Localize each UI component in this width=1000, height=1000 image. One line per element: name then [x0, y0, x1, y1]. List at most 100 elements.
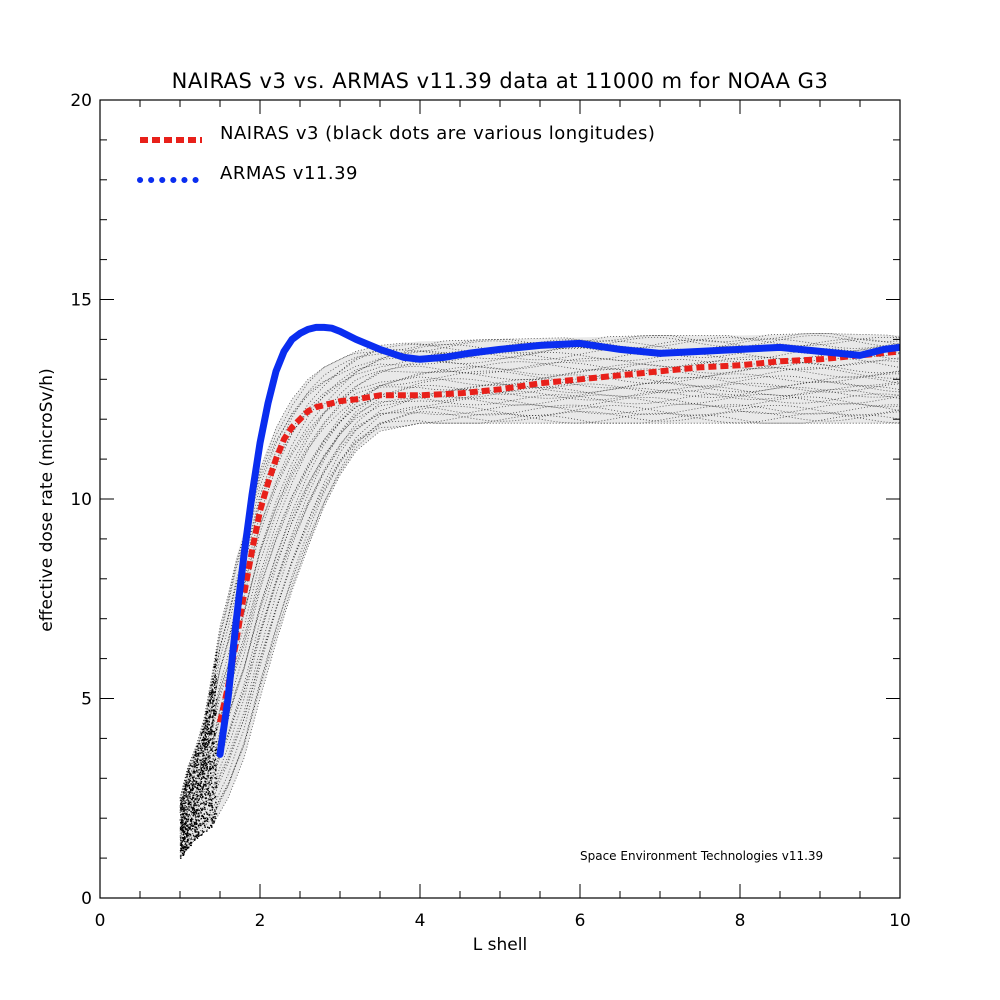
longitude-dot: [214, 676, 216, 679]
longitude-dot: [208, 760, 211, 762]
longitude-dot: [198, 742, 200, 745]
longitude-dot: [207, 770, 210, 772]
longitude-dot: [191, 828, 194, 830]
longitude-dot: [187, 803, 189, 805]
longitude-dot: [184, 785, 186, 788]
longitude-dot: [207, 723, 209, 726]
longitude-dot: [181, 844, 183, 846]
longitude-dot: [213, 742, 215, 744]
longitude-dot: [198, 772, 201, 775]
longitude-dot: [200, 807, 202, 810]
longitude-dot: [205, 794, 207, 796]
longitude-dot: [192, 756, 195, 758]
y-tick-label: 10: [70, 490, 92, 510]
longitude-dot: [203, 738, 206, 740]
longitude-dot: [186, 831, 188, 834]
longitude-dot: [200, 749, 203, 751]
longitude-dot: [193, 825, 195, 827]
longitude-dot: [197, 774, 199, 776]
longitude-dot: [200, 759, 202, 762]
longitude-dot: [180, 803, 182, 806]
longitude-dot: [190, 823, 193, 825]
longitude-dot: [190, 810, 192, 813]
longitude-dot: [182, 809, 184, 811]
longitude-dot: [183, 845, 185, 848]
longitude-dot-track: [179, 336, 900, 807]
longitude-dot: [204, 722, 207, 724]
longitude-dot: [201, 789, 204, 791]
longitude-dot: [204, 762, 207, 764]
longitude-dot: [191, 784, 193, 787]
longitude-dot: [195, 764, 198, 767]
longitude-dot: [205, 800, 207, 803]
longitude-dot: [194, 831, 197, 833]
longitude-dot-track: [179, 382, 900, 839]
longitude-dot: [197, 795, 199, 797]
longitude-dot: [188, 833, 191, 835]
longitude-dot: [214, 665, 216, 668]
legend: NAIRAS v3 (black dots are various longit…: [137, 123, 655, 184]
longitude-dot: [187, 818, 190, 821]
longitude-dot: [207, 789, 209, 792]
longitude-dot: [211, 806, 214, 809]
longitude-dot: [215, 686, 217, 688]
longitude-dot: [180, 823, 182, 825]
longitude-dot: [184, 843, 187, 845]
longitude-dot: [185, 847, 187, 849]
longitude-dot: [206, 763, 208, 765]
longitude-dot: [197, 747, 200, 749]
longitude-dot: [215, 659, 218, 662]
longitude-dot: [190, 806, 193, 808]
longitude-dot: [180, 799, 182, 801]
longitude-dot: [215, 702, 217, 705]
longitude-dot: [194, 785, 196, 788]
longitude-dot: [202, 752, 204, 755]
longitude-dot: [182, 812, 184, 815]
longitude-dot: [205, 741, 207, 744]
longitude-dot: [189, 803, 192, 806]
longitude-dot: [207, 793, 209, 796]
longitude-dot: [197, 835, 199, 837]
longitude-dot: [214, 663, 216, 666]
longitude-dot: [186, 844, 188, 846]
longitude-dot: [194, 763, 197, 765]
longitude-dot: [202, 766, 205, 768]
longitude-dot: [202, 764, 204, 766]
longitude-dot: [188, 779, 190, 781]
longitude-dot: [205, 720, 207, 722]
longitude-dot: [215, 801, 217, 804]
longitude-dot: [204, 731, 206, 733]
longitude-dot: [208, 727, 210, 730]
longitude-dot: [188, 814, 190, 816]
longitude-dot: [185, 818, 188, 820]
longitude-dot: [202, 758, 204, 760]
longitude-dot: [204, 761, 206, 763]
longitude-dot: [185, 790, 187, 792]
longitude-dot: [185, 796, 187, 798]
longitude-dot: [193, 808, 195, 810]
longitude-dot: [214, 810, 216, 812]
longitude-dot: [215, 658, 217, 661]
longitude-dot: [213, 822, 215, 824]
longitude-dot: [201, 809, 203, 812]
longitude-dot: [213, 762, 215, 764]
longitude-dot: [188, 803, 190, 805]
longitude-dot: [200, 768, 202, 770]
longitude-dot: [214, 773, 217, 776]
longitude-dot: [201, 771, 204, 773]
longitude-dot: [204, 759, 207, 761]
longitude-dot: [208, 798, 210, 801]
longitude-dot: [211, 683, 213, 686]
scatter-cloud: [179, 332, 900, 859]
longitude-dot: [202, 728, 204, 731]
longitude-dot: [191, 765, 193, 767]
longitude-dot: [212, 721, 214, 723]
longitude-dot: [207, 774, 209, 777]
longitude-dot: [181, 821, 183, 824]
longitude-dot: [193, 761, 195, 763]
longitude-dot: [208, 804, 210, 806]
longitude-dot: [215, 813, 218, 815]
longitude-dot: [212, 787, 215, 789]
longitude-dot: [184, 840, 186, 843]
longitude-dot: [211, 809, 213, 811]
